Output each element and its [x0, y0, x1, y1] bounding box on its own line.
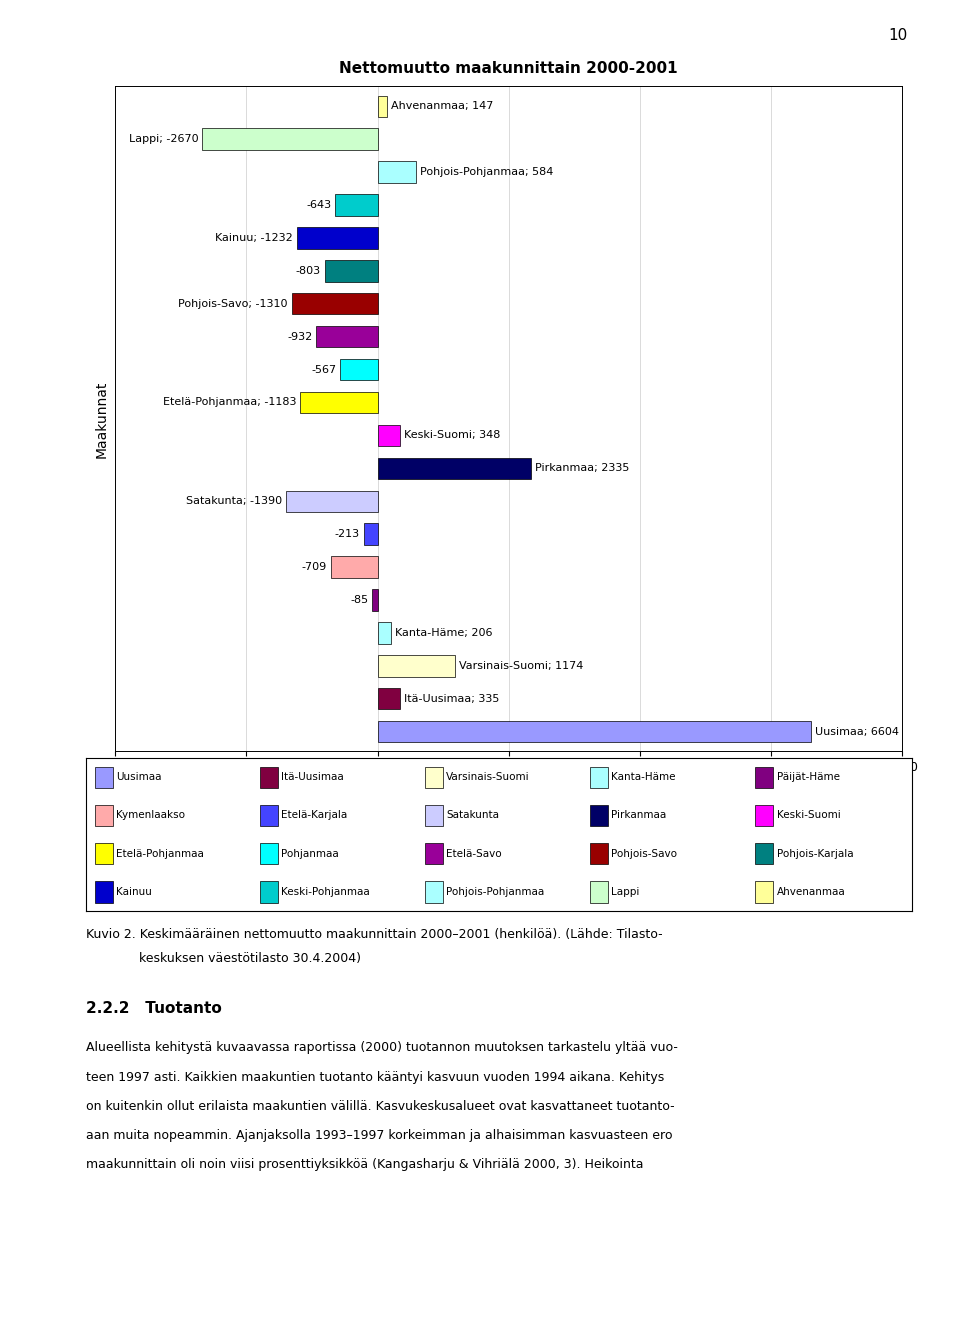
Text: Ahvenanmaa: Ahvenanmaa	[777, 887, 846, 896]
Text: -709: -709	[301, 563, 327, 572]
Bar	[317, 326, 377, 347]
Text: Pohjois-Savo; -1310: Pohjois-Savo; -1310	[179, 299, 288, 309]
Text: Päijät-Häme: Päijät-Häme	[777, 773, 840, 782]
Text: -932: -932	[287, 331, 313, 342]
Text: -213: -213	[335, 529, 360, 539]
Text: Etelä-Pohjanmaa; -1183: Etelä-Pohjanmaa; -1183	[162, 398, 296, 407]
Bar	[377, 688, 399, 709]
Bar	[756, 766, 774, 787]
Bar	[203, 129, 377, 150]
Text: Pohjois-Pohjanmaa: Pohjois-Pohjanmaa	[446, 887, 544, 896]
Text: Satakunta; -1390: Satakunta; -1390	[186, 496, 282, 507]
Bar	[331, 556, 377, 577]
Bar	[425, 766, 444, 787]
Text: Keski-Pohjanmaa: Keski-Pohjanmaa	[281, 887, 370, 896]
Bar	[95, 843, 113, 864]
Bar	[260, 843, 278, 864]
Text: Etelä-Pohjanmaa: Etelä-Pohjanmaa	[116, 849, 204, 859]
Bar	[286, 491, 377, 512]
Text: Varsinais-Suomi; 1174: Varsinais-Suomi; 1174	[459, 661, 583, 670]
Text: Alueellista kehitystä kuvaavassa raportissa (2000) tuotannon muutoksen tarkastel: Alueellista kehitystä kuvaavassa raporti…	[86, 1041, 679, 1055]
Bar	[324, 261, 377, 282]
Bar	[297, 227, 377, 249]
Text: Pohjanmaa: Pohjanmaa	[281, 849, 339, 859]
Bar	[335, 194, 377, 215]
Text: -85: -85	[350, 595, 368, 605]
Text: -643: -643	[306, 200, 331, 210]
Title: Nettomuutto maakunnittain 2000-2001: Nettomuutto maakunnittain 2000-2001	[340, 61, 678, 76]
Text: Keski-Suomi; 348: Keski-Suomi; 348	[404, 431, 501, 440]
Bar	[292, 293, 377, 314]
Bar	[756, 843, 774, 864]
Bar	[425, 805, 444, 826]
Bar	[377, 96, 387, 117]
Text: keskuksen väestötilasto 30.4.2004): keskuksen väestötilasto 30.4.2004)	[139, 952, 361, 966]
Text: on kuitenkin ollut erilaista maakuntien välillä. Kasvukeskusalueet ovat kasvatta: on kuitenkin ollut erilaista maakuntien …	[86, 1100, 675, 1113]
Bar	[756, 882, 774, 903]
Bar	[341, 359, 377, 380]
Text: Uusimaa: Uusimaa	[116, 773, 161, 782]
Bar	[590, 882, 609, 903]
Bar	[377, 458, 531, 479]
Text: Varsinais-Suomi: Varsinais-Suomi	[446, 773, 530, 782]
Text: Kainuu; -1232: Kainuu; -1232	[215, 233, 293, 243]
Text: Satakunta: Satakunta	[446, 810, 499, 821]
Text: maakunnittain oli noin viisi prosenttiyksikköä (Kangasharju & Vihriälä 2000, 3).: maakunnittain oli noin viisi prosenttiyk…	[86, 1158, 644, 1172]
Bar	[372, 589, 377, 610]
Text: Pirkanmaa; 2335: Pirkanmaa; 2335	[535, 463, 629, 473]
Bar	[425, 882, 444, 903]
Text: Ahvenanmaa; 147: Ahvenanmaa; 147	[391, 101, 493, 112]
Text: Kainuu: Kainuu	[116, 887, 152, 896]
Bar	[377, 622, 391, 644]
Text: -803: -803	[296, 266, 321, 275]
Text: Etelä-Savo: Etelä-Savo	[446, 849, 502, 859]
Bar	[95, 766, 113, 787]
Text: Keski-Suomi: Keski-Suomi	[777, 810, 840, 821]
Text: teen 1997 asti. Kaikkien maakuntien tuotanto kääntyi kasvuun vuoden 1994 aikana.: teen 1997 asti. Kaikkien maakuntien tuot…	[86, 1071, 664, 1084]
Bar	[364, 524, 377, 545]
Text: aan muita nopeammin. Ajanjaksolla 1993–1997 korkeimman ja alhaisimman kasvuastee: aan muita nopeammin. Ajanjaksolla 1993–1…	[86, 1129, 673, 1142]
Bar	[300, 392, 377, 414]
Bar	[425, 843, 444, 864]
Text: Lappi: Lappi	[612, 887, 640, 896]
Text: Kanta-Häme; 206: Kanta-Häme; 206	[396, 628, 492, 638]
Text: Itä-Uusimaa: Itä-Uusimaa	[281, 773, 344, 782]
Text: Etelä-Karjala: Etelä-Karjala	[281, 810, 348, 821]
Bar	[260, 805, 278, 826]
Text: Pirkanmaa: Pirkanmaa	[612, 810, 667, 821]
Bar	[590, 843, 609, 864]
Bar	[756, 805, 774, 826]
Text: Kymenlaakso: Kymenlaakso	[116, 810, 185, 821]
Text: Kanta-Häme: Kanta-Häme	[612, 773, 676, 782]
Text: Itä-Uusimaa; 335: Itä-Uusimaa; 335	[403, 694, 499, 704]
Bar	[377, 161, 416, 182]
Bar	[377, 656, 455, 677]
Text: -567: -567	[311, 364, 336, 375]
Bar	[95, 805, 113, 826]
Text: Lappi; -2670: Lappi; -2670	[129, 134, 199, 144]
Text: Pohjois-Karjala: Pohjois-Karjala	[777, 849, 853, 859]
Text: 2.2.2   Tuotanto: 2.2.2 Tuotanto	[86, 1001, 222, 1016]
Bar	[377, 721, 811, 742]
Bar	[260, 882, 278, 903]
Text: Pohjois-Savo: Pohjois-Savo	[612, 849, 678, 859]
Text: Uusimaa; 6604: Uusimaa; 6604	[815, 726, 899, 737]
Bar	[590, 766, 609, 787]
Bar	[377, 424, 400, 446]
Text: Kuvio 2. Keskimääräinen nettomuutto maakunnittain 2000–2001 (henkilöä). (Lähde: : Kuvio 2. Keskimääräinen nettomuutto maak…	[86, 928, 663, 942]
Text: Pohjois-Pohjanmaa; 584: Pohjois-Pohjanmaa; 584	[420, 168, 553, 177]
Bar	[95, 882, 113, 903]
Text: 10: 10	[888, 28, 907, 43]
Bar	[260, 766, 278, 787]
Bar	[590, 805, 609, 826]
Y-axis label: Maakunnat: Maakunnat	[94, 380, 108, 458]
